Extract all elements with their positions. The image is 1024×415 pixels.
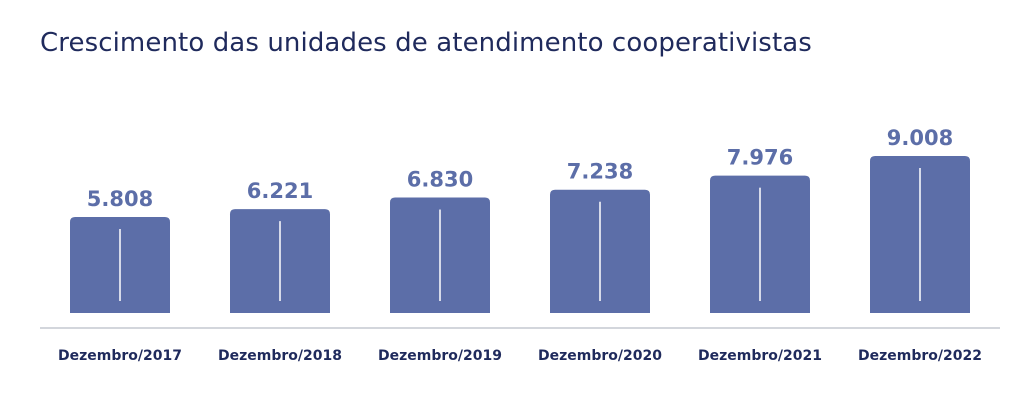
labels-group: 5.808 Dezembro/2017 6.221 Dezembro/2018 6.83… [58, 126, 982, 364]
chart-title: Crescimento das unidades de atendimento … [40, 28, 812, 58]
tick-label-3: Dezembro/2019 [378, 348, 502, 364]
value-label-5: 7.976 [727, 146, 793, 170]
tick-label-1: Dezembro/2017 [58, 348, 182, 364]
bars-group [70, 156, 970, 313]
value-label-4: 7.238 [567, 160, 633, 184]
value-label-3: 6.830 [407, 168, 473, 192]
tick-label-4: Dezembro/2020 [538, 348, 662, 364]
value-label-2: 6.221 [247, 179, 313, 203]
value-label-6: 9.008 [887, 126, 953, 150]
tick-label-2: Dezembro/2018 [218, 348, 342, 364]
tick-label-6: Dezembro/2022 [858, 348, 982, 364]
value-label-1: 5.808 [87, 187, 153, 211]
tick-label-5: Dezembro/2021 [698, 348, 822, 364]
